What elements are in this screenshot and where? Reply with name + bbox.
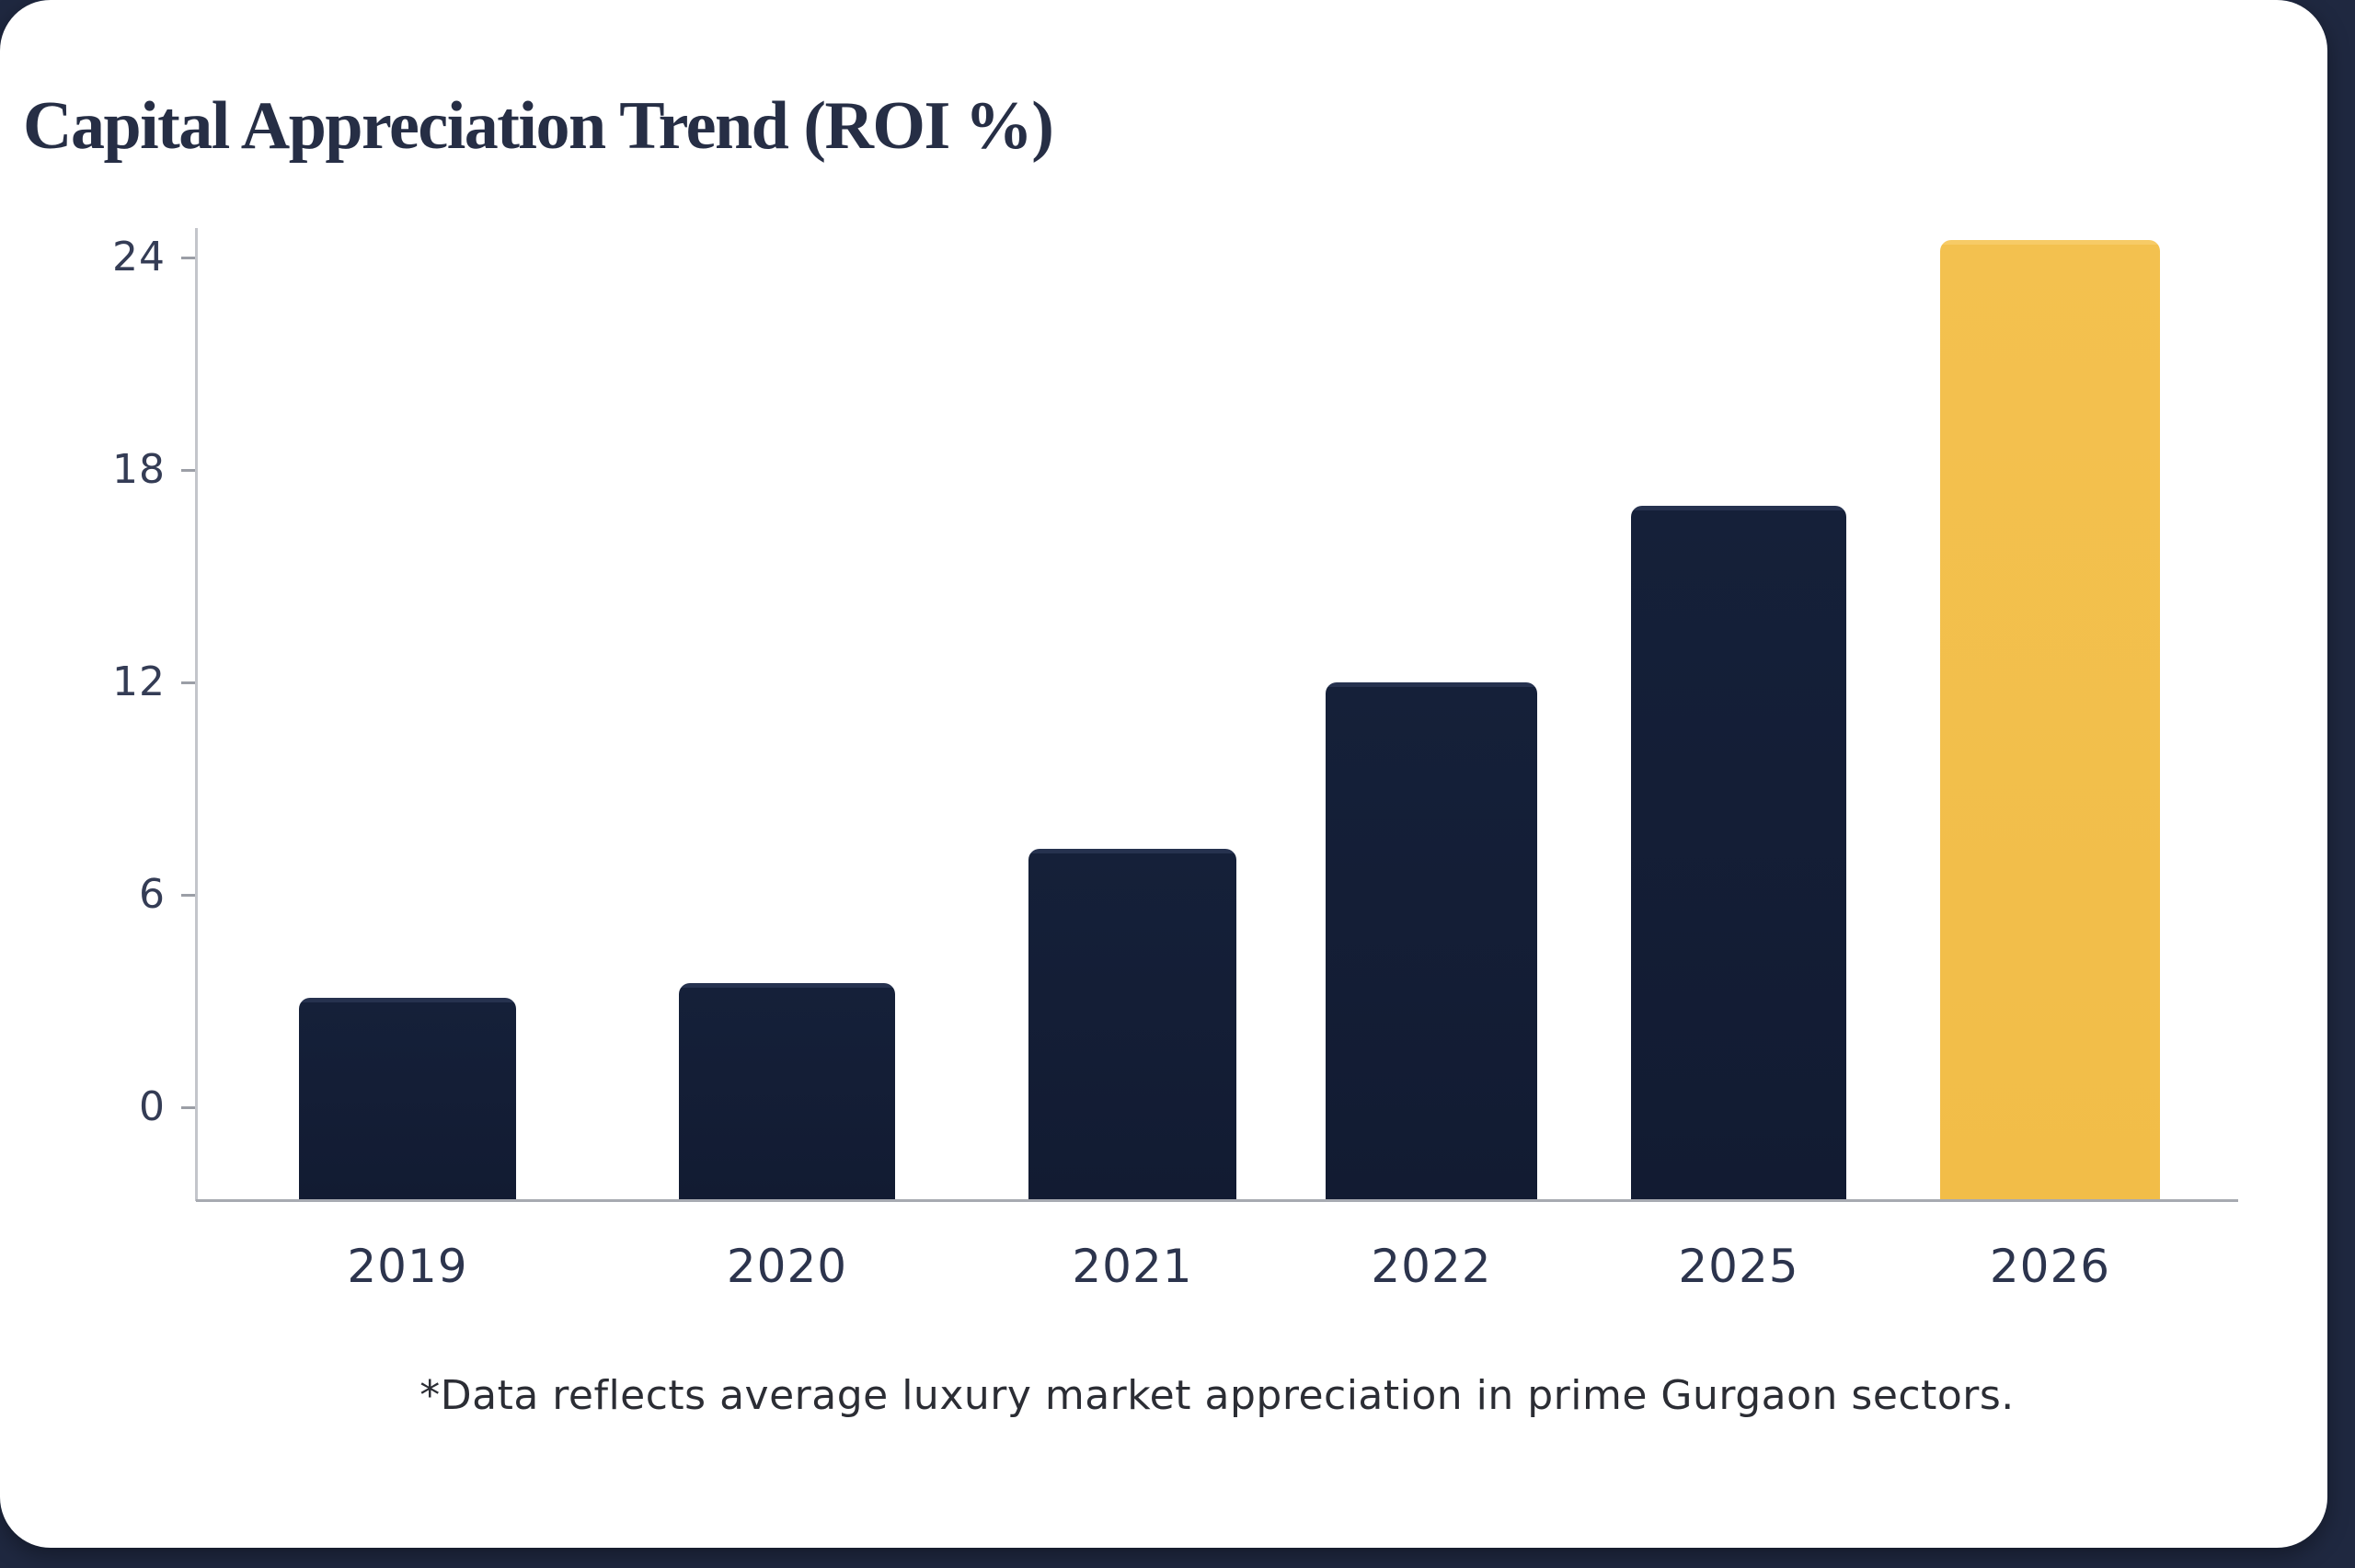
y-tick-label-6: 6 [139,871,166,918]
y-tick-mark-0 [181,1106,195,1109]
y-tick-mark-12 [181,681,195,684]
bar-2026 [1940,239,2160,1201]
bar-2022 [1326,682,1537,1201]
y-tick-label-18: 18 [112,446,166,493]
y-tick-mark-6 [181,894,195,897]
bar-2019 [299,997,516,1201]
plot-area: 24 18 12 6 0 2019 2020 2021 2022 2025 2026 [112,228,2238,1293]
x-tick-label-2022: 2022 [1371,1240,1492,1293]
chart-card: Capital Appreciation Trend (ROI %) 24 18 1… [0,0,2327,1548]
y-tick-label-0: 0 [139,1083,166,1130]
y-tick-mark-18 [181,469,195,472]
x-tick-label-2019: 2019 [347,1240,468,1293]
x-tick-label-2021: 2021 [1072,1240,1193,1293]
chart-title: Capital Appreciation Trend (ROI %) [23,88,1054,164]
bar-2021 [1028,848,1236,1201]
x-tick-label-2025: 2025 [1678,1240,1799,1293]
chart-footnote: *Data reflects average luxury market app… [419,1372,2015,1419]
y-tick-label-24: 24 [112,234,166,280]
bar-2025 [1631,505,1846,1201]
y-tick-label-12: 12 [112,658,166,705]
y-tick-mark-24 [181,257,195,259]
x-tick-label-2020: 2020 [726,1240,848,1293]
x-tick-label-2026: 2026 [1989,1240,2111,1293]
x-axis-line [196,1199,2238,1202]
bar-2020 [679,983,895,1201]
y-axis-line [195,228,198,1201]
